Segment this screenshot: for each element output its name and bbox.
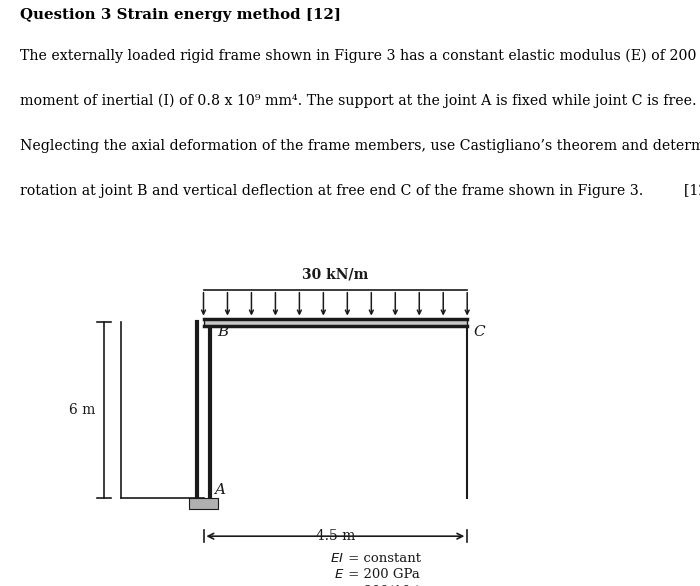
Text: $E$: $E$ <box>334 568 344 581</box>
Text: Neglecting the axial deformation of the frame members, use Castigliano’s theorem: Neglecting the axial deformation of the … <box>20 139 700 153</box>
Text: 6 m: 6 m <box>69 403 95 417</box>
Text: 30 kN/m: 30 kN/m <box>302 268 368 282</box>
Text: $I$: $I$ <box>334 584 344 586</box>
Text: rotation at joint B and vertical deflection at free end C of the frame shown in : rotation at joint B and vertical deflect… <box>20 184 700 197</box>
Text: A: A <box>214 483 225 497</box>
Text: moment of inertial (I) of 0.8 x 10⁹ mm⁴. The support at the joint A is fixed whi: moment of inertial (I) of 0.8 x 10⁹ mm⁴.… <box>20 94 696 108</box>
Text: Question 3 Strain energy method [12]: Question 3 Strain energy method [12] <box>20 8 341 22</box>
Text: C: C <box>473 325 484 339</box>
Text: —4.5 m—: —4.5 m— <box>302 529 369 543</box>
Text: B: B <box>217 325 228 339</box>
Bar <box>204 319 467 326</box>
Text: = 200 GPa: = 200 GPa <box>344 568 420 581</box>
Text: = constant: = constant <box>344 552 421 565</box>
Text: $EI$: $EI$ <box>330 552 344 565</box>
Text: The externally loaded rigid frame shown in Figure 3 has a constant elastic modul: The externally loaded rigid frame shown … <box>20 49 700 63</box>
Text: = 800(10⁶)mm⁴: = 800(10⁶)mm⁴ <box>344 584 452 586</box>
Bar <box>189 498 218 509</box>
